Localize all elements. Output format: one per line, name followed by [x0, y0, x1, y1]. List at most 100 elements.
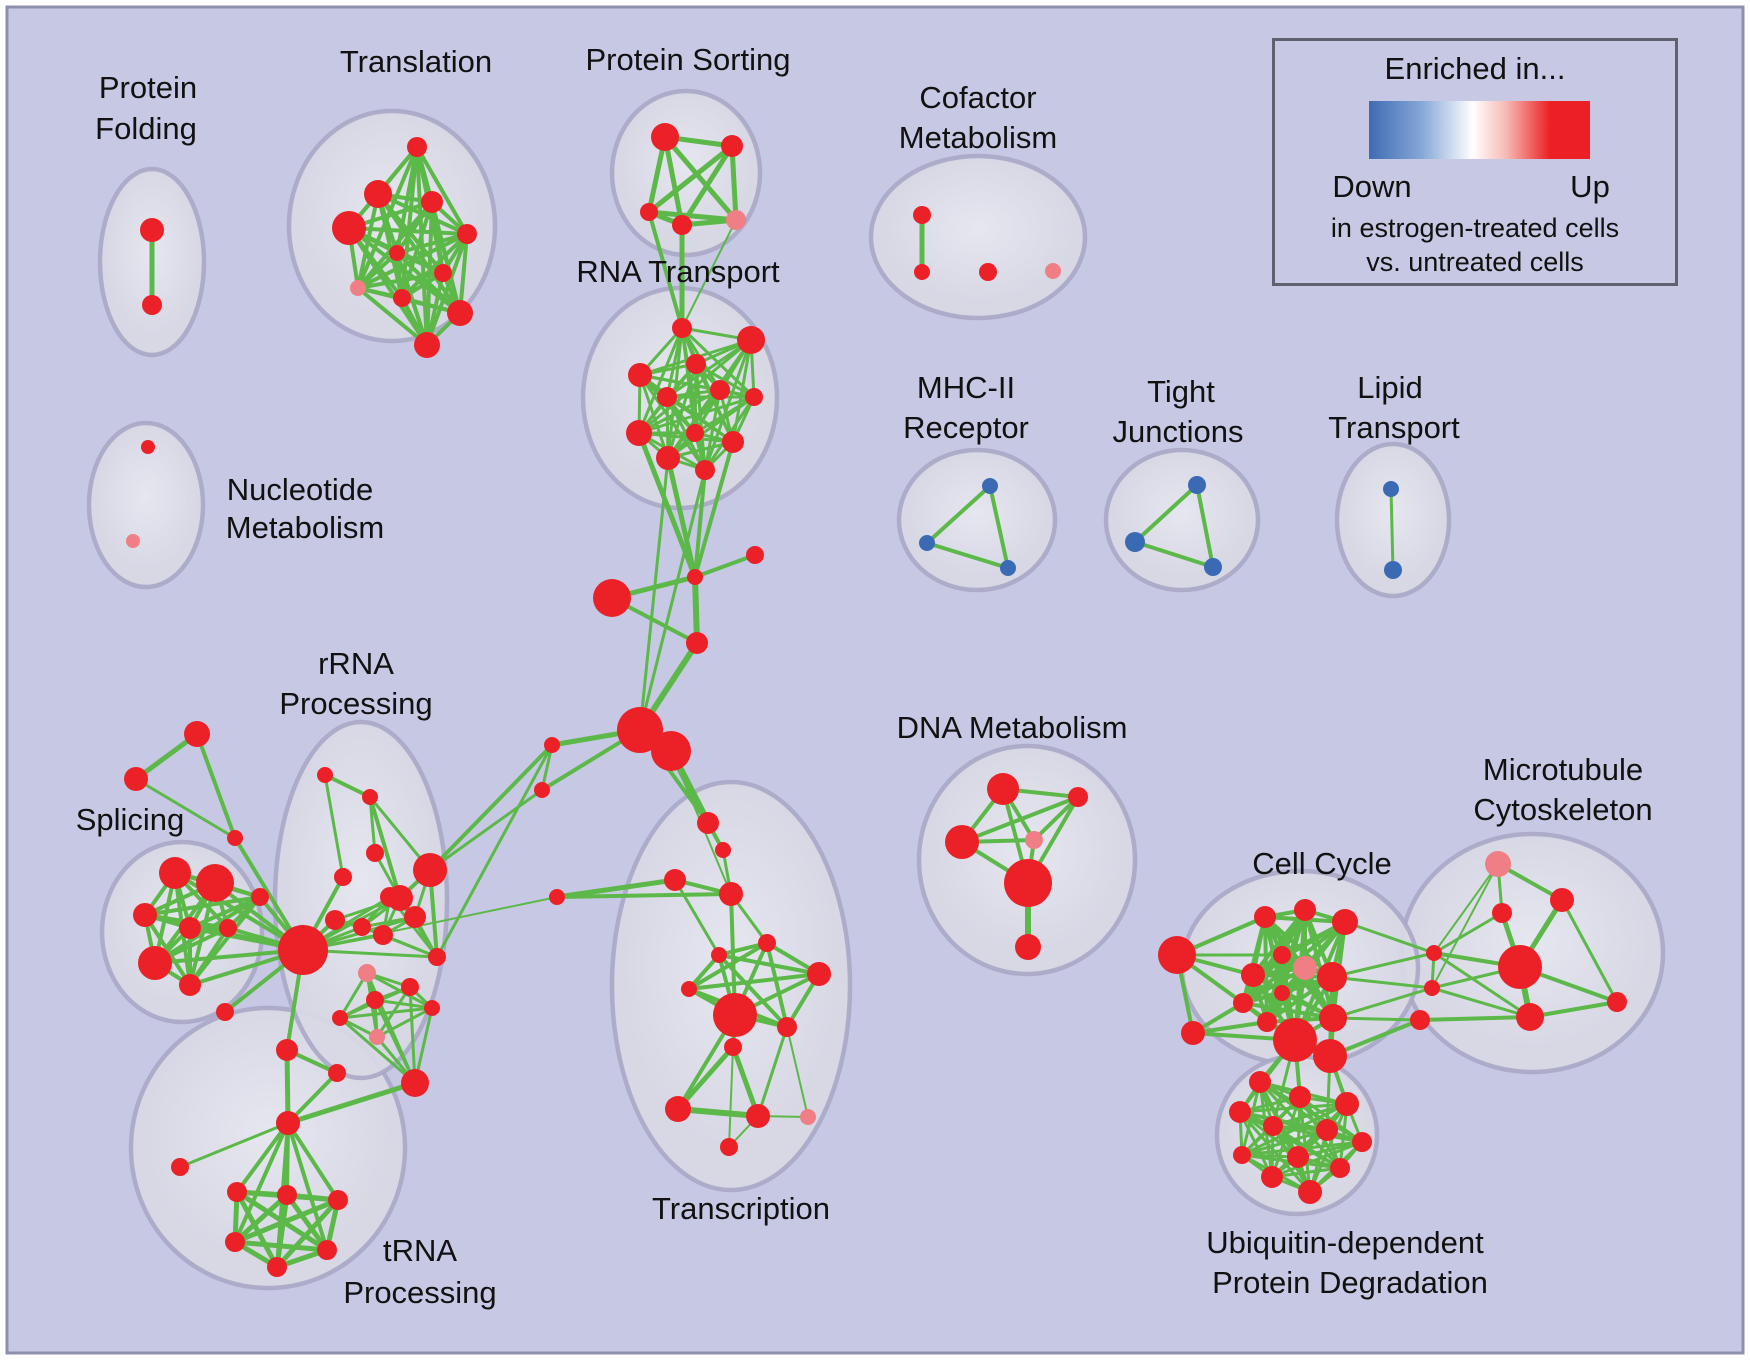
- cluster-label-rrna-processing: Processing: [279, 686, 432, 721]
- network-edge: [1308, 1102, 1349, 1194]
- network-edge: [356, 200, 434, 290]
- node-t10: [447, 300, 473, 326]
- node-k4: [225, 1232, 245, 1252]
- network-edge: [694, 362, 735, 444]
- node-tx3: [664, 869, 686, 891]
- node-lp2: [1384, 561, 1402, 579]
- labels-layer: ProteinFoldingNucleotideMetabolismTransl…: [76, 42, 1653, 1310]
- cluster-label-protein-folding: Folding: [95, 111, 197, 146]
- cluster-label-lipid-transport: Transport: [1328, 410, 1460, 445]
- network-edge: [679, 143, 735, 228]
- node-cc3: [1332, 909, 1358, 935]
- network-edge: [233, 1121, 290, 1244]
- cluster-label-translation: Translation: [340, 44, 492, 79]
- network-edge: [395, 232, 469, 255]
- network-edge: [662, 134, 739, 223]
- network-edge: [638, 468, 707, 732]
- node-u11: [1261, 1166, 1283, 1188]
- network-edge: [235, 1121, 290, 1194]
- node-t9: [393, 289, 411, 307]
- network-edge: [665, 455, 698, 580]
- node-ps3: [640, 203, 658, 221]
- cluster-label-nucleotide-metabolism: Metabolism: [226, 510, 385, 545]
- node-sp8: [251, 888, 269, 906]
- network-edge: [368, 795, 377, 855]
- cluster-ellipse-mhc-ii-receptor: [896, 447, 1058, 593]
- network-edge: [717, 953, 789, 1029]
- network-edge: [1331, 986, 1434, 1020]
- node-tj3: [1204, 558, 1222, 576]
- network-edge: [347, 226, 429, 347]
- node-r2: [362, 789, 378, 805]
- network-edge: [1191, 1020, 1269, 1035]
- node-r8: [353, 918, 371, 936]
- cluster-label-cell-cycle: Cell Cycle: [1252, 846, 1392, 881]
- network-edge: [1265, 953, 1284, 1024]
- legend: Enriched in... Down Up in estrogen-treat…: [1272, 38, 1678, 286]
- network-edge: [1343, 920, 1436, 955]
- node-c2: [686, 632, 708, 654]
- node-lp1: [1383, 481, 1399, 497]
- network-edge: [195, 732, 237, 840]
- network-edge: [435, 743, 554, 959]
- node-cc5: [1273, 946, 1291, 964]
- cluster-label-rna-transport: RNA Transport: [576, 254, 780, 289]
- node-r3: [366, 844, 384, 862]
- network-edge: [786, 1026, 809, 1118]
- cluster-label-ubiquitin-degradation: Protein Degradation: [1212, 1265, 1488, 1300]
- network-edge: [1432, 911, 1504, 955]
- network-edge: [408, 985, 417, 1085]
- node-ps2: [721, 135, 743, 157]
- node-d1: [987, 773, 1019, 805]
- node-rt12: [695, 460, 715, 480]
- network-edge: [1195, 483, 1215, 569]
- nodes-layer: [124, 123, 1627, 1277]
- legend-up-label: Up: [1570, 169, 1610, 204]
- node-tx4: [719, 882, 743, 906]
- network-edge: [1241, 1001, 1335, 1020]
- network-edge: [673, 878, 721, 957]
- network-edge: [647, 210, 684, 330]
- node-hubT: [276, 1111, 300, 1135]
- node-k3: [328, 1190, 348, 1210]
- node-r9: [373, 925, 393, 945]
- node-r4: [334, 868, 352, 886]
- node-t1: [407, 137, 427, 157]
- node-r21: [328, 1064, 346, 1082]
- network-edge: [302, 896, 558, 951]
- node-sp1: [159, 857, 191, 889]
- node-u4: [1229, 1101, 1251, 1123]
- node-rt6: [710, 380, 730, 400]
- network-edge: [675, 1106, 761, 1119]
- node-k1: [227, 1182, 247, 1202]
- node-r20: [276, 1039, 298, 1061]
- node-sp7: [179, 974, 201, 996]
- network-edge: [555, 892, 733, 899]
- network-edge: [554, 877, 678, 900]
- cluster-label-dna-metabolism: DNA Metabolism: [897, 710, 1128, 745]
- legend-gradient-bar: [1369, 101, 1590, 159]
- node-mh1: [982, 478, 998, 494]
- node-ps1: [651, 123, 679, 151]
- node-cc1: [1254, 906, 1276, 928]
- network-edge: [730, 1044, 761, 1119]
- network-edge: [178, 1121, 290, 1169]
- node-rt9: [686, 424, 704, 442]
- cluster-label-splicing: Splicing: [76, 802, 185, 837]
- node-t7: [434, 264, 452, 282]
- node-mtJ2: [1424, 980, 1440, 996]
- network-edge: [234, 1189, 280, 1270]
- cluster-ellipse-nucleotide-metabolism: [86, 420, 206, 590]
- node-tx7: [681, 981, 697, 997]
- network-edge: [1240, 1128, 1329, 1157]
- cluster-label-trna-processing: tRNA: [383, 1233, 457, 1268]
- network-edge: [286, 1121, 329, 1252]
- network-edge: [637, 388, 722, 435]
- node-hub2: [651, 731, 691, 771]
- node-cf1: [913, 206, 931, 224]
- network-edge: [400, 232, 469, 300]
- cluster-ellipse-tight-junctions: [1103, 447, 1261, 593]
- node-tx11: [724, 1038, 742, 1056]
- node-r16: [366, 991, 384, 1009]
